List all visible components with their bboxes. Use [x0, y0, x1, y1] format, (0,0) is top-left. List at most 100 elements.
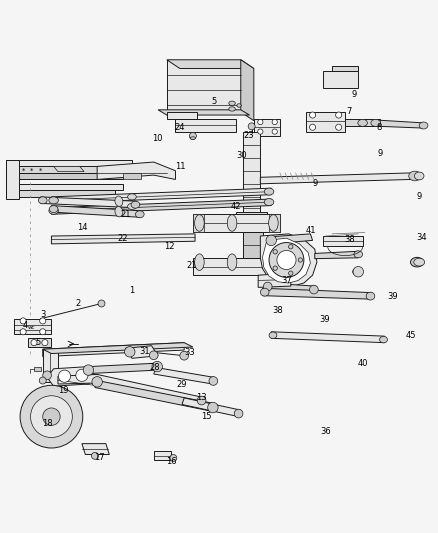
Polygon shape	[6, 173, 123, 180]
Text: 30: 30	[237, 151, 247, 159]
Polygon shape	[43, 343, 193, 353]
Ellipse shape	[410, 257, 424, 267]
Text: 14: 14	[77, 223, 87, 232]
Text: 9: 9	[417, 192, 422, 201]
Polygon shape	[269, 234, 313, 244]
Text: 33: 33	[184, 348, 195, 357]
Polygon shape	[6, 160, 132, 166]
Polygon shape	[82, 443, 110, 455]
Polygon shape	[123, 173, 141, 180]
Polygon shape	[154, 451, 171, 460]
Polygon shape	[241, 60, 254, 120]
Text: 8: 8	[377, 123, 382, 132]
Text: *: *	[21, 168, 25, 174]
Ellipse shape	[131, 201, 140, 208]
Text: 34: 34	[416, 233, 427, 242]
Text: 4: 4	[23, 321, 28, 330]
Polygon shape	[323, 71, 358, 88]
Polygon shape	[125, 346, 158, 358]
Circle shape	[289, 271, 293, 276]
Polygon shape	[193, 214, 280, 232]
Polygon shape	[14, 319, 51, 334]
Polygon shape	[6, 190, 115, 197]
Polygon shape	[262, 288, 371, 299]
Ellipse shape	[115, 196, 123, 206]
Circle shape	[180, 351, 188, 360]
Ellipse shape	[190, 137, 195, 140]
Circle shape	[258, 119, 263, 125]
Circle shape	[40, 318, 46, 324]
Polygon shape	[53, 166, 84, 172]
Polygon shape	[345, 119, 380, 126]
Text: 5: 5	[211, 96, 216, 106]
Text: 1: 1	[129, 286, 134, 295]
Ellipse shape	[49, 207, 58, 214]
Text: 21: 21	[187, 261, 197, 270]
Polygon shape	[6, 184, 123, 190]
Circle shape	[273, 249, 277, 254]
Circle shape	[277, 251, 296, 270]
Circle shape	[310, 124, 316, 130]
Text: 28: 28	[149, 364, 160, 373]
Polygon shape	[6, 160, 19, 199]
Text: 31: 31	[140, 347, 150, 356]
Polygon shape	[380, 120, 424, 128]
Circle shape	[258, 129, 263, 134]
Circle shape	[98, 300, 105, 307]
Circle shape	[20, 329, 26, 335]
Text: 21: 21	[120, 210, 131, 219]
Polygon shape	[254, 118, 280, 136]
Text: 3: 3	[40, 310, 46, 319]
Text: 29: 29	[177, 381, 187, 390]
Polygon shape	[88, 363, 158, 374]
Polygon shape	[154, 367, 215, 384]
Polygon shape	[28, 338, 51, 347]
Ellipse shape	[366, 292, 375, 300]
Polygon shape	[332, 66, 358, 71]
Polygon shape	[271, 332, 385, 343]
Circle shape	[149, 351, 158, 360]
Ellipse shape	[227, 254, 237, 270]
Ellipse shape	[49, 197, 58, 204]
Polygon shape	[266, 283, 315, 293]
Circle shape	[248, 123, 255, 130]
Circle shape	[273, 266, 277, 270]
Ellipse shape	[264, 199, 274, 206]
Circle shape	[336, 124, 342, 130]
Circle shape	[58, 370, 71, 382]
Ellipse shape	[127, 204, 136, 209]
Text: 40: 40	[357, 359, 368, 368]
Circle shape	[263, 282, 272, 291]
Ellipse shape	[358, 119, 367, 126]
Circle shape	[40, 329, 46, 335]
Text: 39: 39	[388, 292, 399, 301]
Circle shape	[353, 266, 364, 277]
Circle shape	[272, 119, 277, 125]
Text: 9: 9	[378, 149, 383, 158]
Circle shape	[209, 377, 218, 385]
Polygon shape	[269, 214, 280, 232]
Circle shape	[170, 455, 177, 462]
Ellipse shape	[419, 122, 428, 129]
Text: 45: 45	[405, 331, 416, 340]
Text: 38: 38	[272, 306, 283, 316]
Text: 37: 37	[281, 276, 292, 285]
Ellipse shape	[380, 336, 388, 343]
Circle shape	[269, 243, 304, 277]
Text: 24: 24	[175, 123, 185, 132]
Polygon shape	[193, 258, 280, 275]
Text: 38: 38	[344, 235, 355, 244]
Polygon shape	[262, 238, 311, 283]
Text: *: *	[30, 168, 34, 174]
Text: 9: 9	[351, 90, 357, 99]
Text: 15: 15	[201, 412, 211, 421]
Text: 36: 36	[320, 427, 331, 437]
Polygon shape	[41, 197, 136, 208]
Text: 9: 9	[312, 179, 318, 188]
Text: *: *	[39, 168, 42, 174]
Circle shape	[208, 402, 218, 413]
Text: 39: 39	[319, 315, 330, 324]
Circle shape	[43, 371, 51, 379]
Polygon shape	[51, 188, 271, 204]
Circle shape	[92, 453, 99, 459]
